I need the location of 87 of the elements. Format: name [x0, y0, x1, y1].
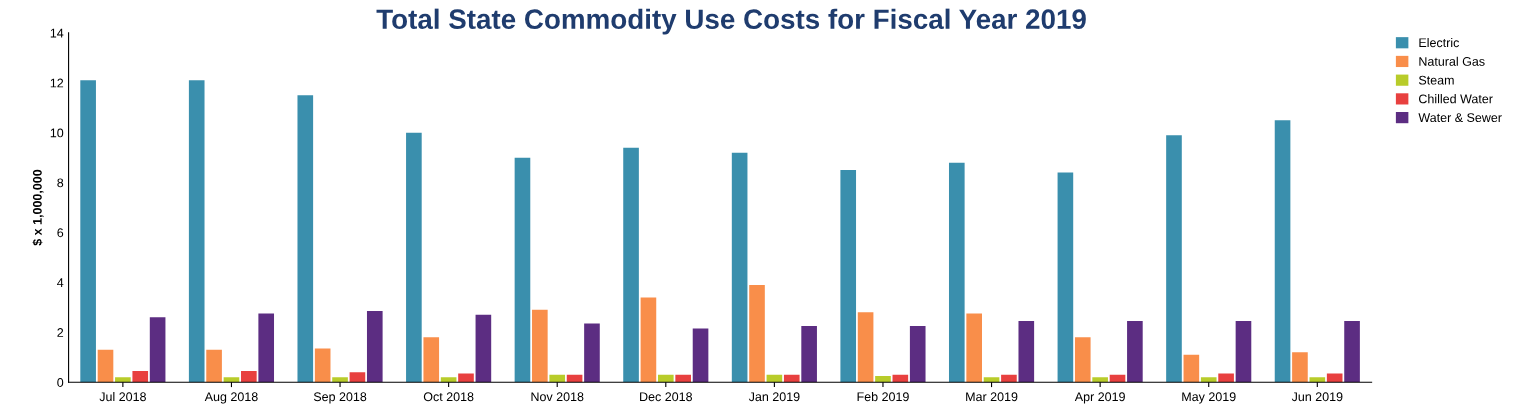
bar — [458, 373, 474, 383]
x-tick-label: Jul 2018 — [99, 391, 146, 402]
y-tick-label: 6 — [57, 228, 64, 238]
bar — [801, 326, 817, 383]
bar — [1057, 172, 1074, 383]
bar — [1326, 373, 1343, 383]
x-tick-label: Apr 2019 — [1074, 392, 1125, 404]
x-tick-label: Oct 2018 — [423, 392, 474, 402]
y-tick-label: 10 — [50, 128, 64, 138]
legend-label: Water & Sewer — [1418, 113, 1502, 123]
bar — [332, 377, 348, 383]
y-tick-label: 0 — [57, 378, 64, 387]
legend-label: Steam — [1418, 75, 1454, 85]
bar — [223, 377, 240, 383]
bar — [692, 328, 709, 383]
bar — [657, 374, 674, 383]
bar — [640, 297, 657, 383]
bar — [1200, 377, 1217, 383]
x-tick-label: Feb 2019 — [857, 391, 909, 402]
y-tick-label: 4 — [57, 278, 64, 287]
bar — [80, 80, 96, 383]
bar — [1309, 377, 1326, 383]
bar — [1092, 377, 1108, 383]
bar — [297, 95, 314, 383]
bar — [549, 374, 566, 383]
bar — [366, 311, 383, 383]
bar — [584, 323, 600, 383]
bar — [731, 152, 748, 383]
bar — [440, 377, 457, 383]
bar — [948, 162, 965, 383]
legend-label: Natural Gas — [1419, 56, 1485, 66]
legend-label: Electric — [1419, 37, 1460, 48]
bar — [1109, 374, 1126, 383]
chart-title: Total State Commodity Use Costs for Fiscal Year 2019 — [376, 8, 1086, 35]
bar — [514, 157, 531, 383]
bar — [1127, 321, 1143, 383]
bar — [1074, 337, 1091, 383]
y-tick-label: 14 — [50, 28, 64, 38]
bar — [909, 326, 926, 383]
y-tick-label: 2 — [57, 328, 64, 337]
bar — [206, 349, 222, 383]
bar — [258, 313, 275, 383]
bar — [132, 371, 149, 383]
bar — [1274, 120, 1291, 383]
bar — [349, 372, 366, 383]
bar — [1001, 374, 1017, 383]
bar — [1218, 373, 1234, 383]
bar — [406, 132, 422, 383]
bar — [766, 374, 783, 383]
x-tick-label: Nov 2018 — [531, 392, 584, 402]
bar — [188, 80, 205, 383]
bar — [566, 374, 583, 383]
x-tick-label: Mar 2019 — [966, 392, 1018, 402]
bar — [97, 349, 114, 383]
bar — [314, 348, 331, 383]
bar — [966, 313, 982, 383]
bar — [783, 374, 800, 383]
x-tick-label: Jun 2019 — [1291, 392, 1343, 402]
bar — [241, 371, 257, 383]
bar — [1018, 321, 1035, 383]
bar — [1183, 354, 1200, 383]
bar — [423, 337, 440, 383]
bar — [875, 375, 891, 383]
bar — [623, 147, 639, 383]
bar — [115, 377, 131, 383]
bar — [1292, 352, 1308, 383]
bar — [532, 309, 548, 383]
bar — [840, 170, 857, 383]
y-tick-label: 12 — [50, 78, 64, 88]
bar — [892, 374, 909, 383]
bar — [1166, 135, 1182, 383]
x-tick-label: Jan 2019 — [748, 392, 800, 402]
bar — [983, 377, 1000, 383]
bar — [1344, 321, 1360, 383]
bar — [149, 317, 166, 383]
y-axis-title: $ x 1,000,000 — [32, 169, 44, 246]
bar — [749, 284, 765, 383]
x-tick-label: Aug 2018 — [204, 392, 258, 404]
bar — [475, 314, 492, 383]
x-tick-label: Dec 2018 — [640, 392, 693, 402]
x-tick-label: Sep 2018 — [313, 392, 367, 404]
legend-label: Chilled Water — [1419, 94, 1493, 104]
bar — [857, 312, 874, 383]
y-tick-label: 8 — [57, 178, 64, 188]
bar — [675, 374, 691, 383]
bar — [1235, 321, 1252, 383]
x-tick-label: May 2019 — [1182, 392, 1236, 404]
